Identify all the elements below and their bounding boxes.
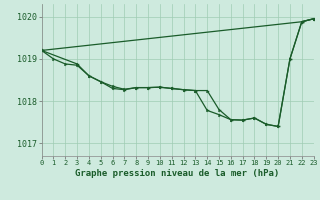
X-axis label: Graphe pression niveau de la mer (hPa): Graphe pression niveau de la mer (hPa) xyxy=(76,169,280,178)
